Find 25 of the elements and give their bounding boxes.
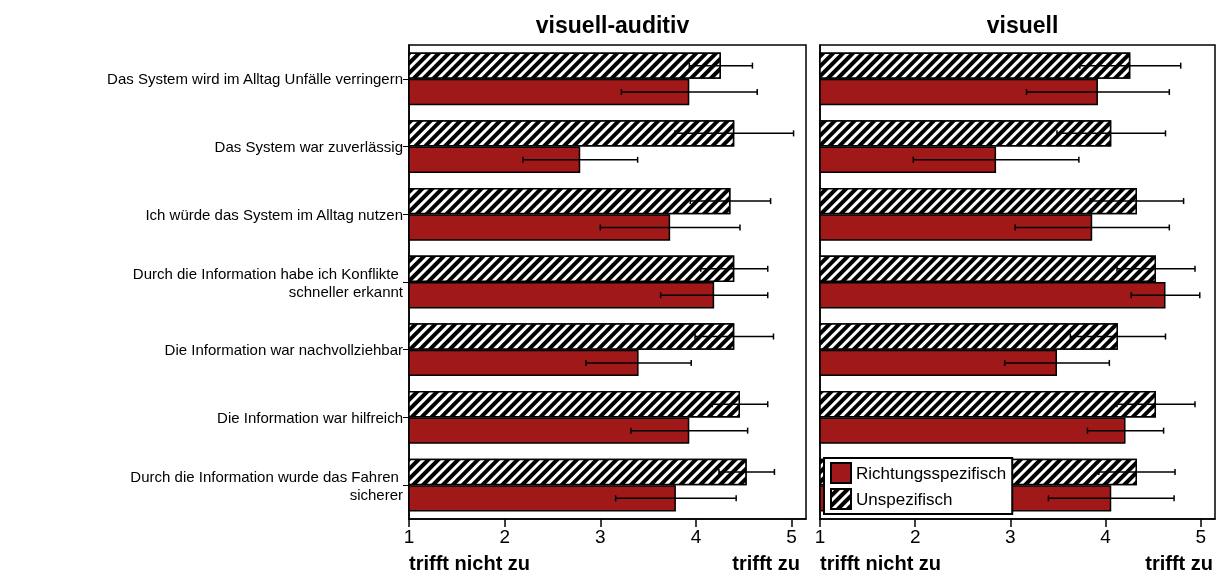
- x-tick-label: 4: [690, 526, 702, 547]
- x-tick-label: 2: [909, 526, 921, 547]
- text: trifft zu: [732, 552, 801, 574]
- text: trifft nicht zu: [409, 552, 531, 574]
- x-tick-label: 2: [499, 526, 510, 547]
- chart-title: visuell: [986, 11, 1059, 38]
- legend-label: Unspezifisch: [856, 489, 953, 509]
- x-tick-label: 5: [786, 526, 797, 547]
- y-tick-label: Die Information war nachvollziehbar: [164, 341, 403, 359]
- x-tick-label: 4: [1100, 526, 1112, 547]
- x-tick-label: 1: [403, 526, 415, 547]
- y-tick-label: Durch die Information habe ich Konflikte schneller erkannt: [132, 264, 404, 300]
- x-tick-label: 1: [814, 526, 826, 547]
- chart-title: visuell-auditiv: [535, 11, 690, 38]
- x-tick-label: 3: [595, 526, 606, 547]
- y-tick-label: Die Information war hilfreich: [217, 408, 403, 426]
- legend-label: Richtungsspezifisch: [856, 463, 1007, 483]
- x-tick-label: 3: [1005, 526, 1016, 547]
- y-tick-label: Das System war zuverlässig: [214, 138, 403, 156]
- y-tick-label: Durch die Information wurde das Fahren sicherer: [130, 467, 403, 503]
- text: trifft zu: [1145, 552, 1214, 574]
- text: trifft nicht zu: [820, 552, 942, 574]
- x-tick-label: 5: [1195, 526, 1207, 547]
- y-tick-label: Das System wird im Alltag Unfälle verringern: [107, 70, 403, 88]
- y-tick-label: Ich würde das System im Alltag nutzen: [145, 205, 403, 223]
